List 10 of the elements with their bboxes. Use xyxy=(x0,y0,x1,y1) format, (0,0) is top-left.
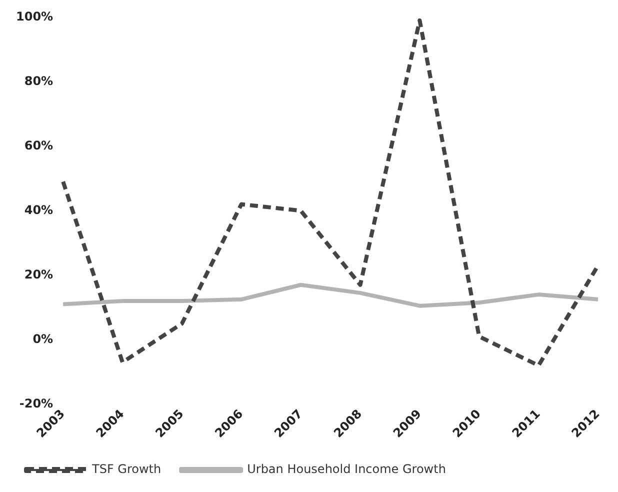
y-tick-label: 0% xyxy=(32,332,54,346)
y-tick-label: 80% xyxy=(24,74,54,88)
y-tick-label: -20% xyxy=(19,396,54,410)
legend-label: Urban Household Income Growth xyxy=(247,462,446,476)
line-series xyxy=(61,18,600,368)
y-tick-label: 60% xyxy=(24,138,54,152)
y-tick-label: 20% xyxy=(24,267,54,282)
legend-label: TSF Growth xyxy=(91,462,162,476)
y-tick-label: 40% xyxy=(24,202,54,217)
y-tick-label: 100% xyxy=(16,9,54,24)
